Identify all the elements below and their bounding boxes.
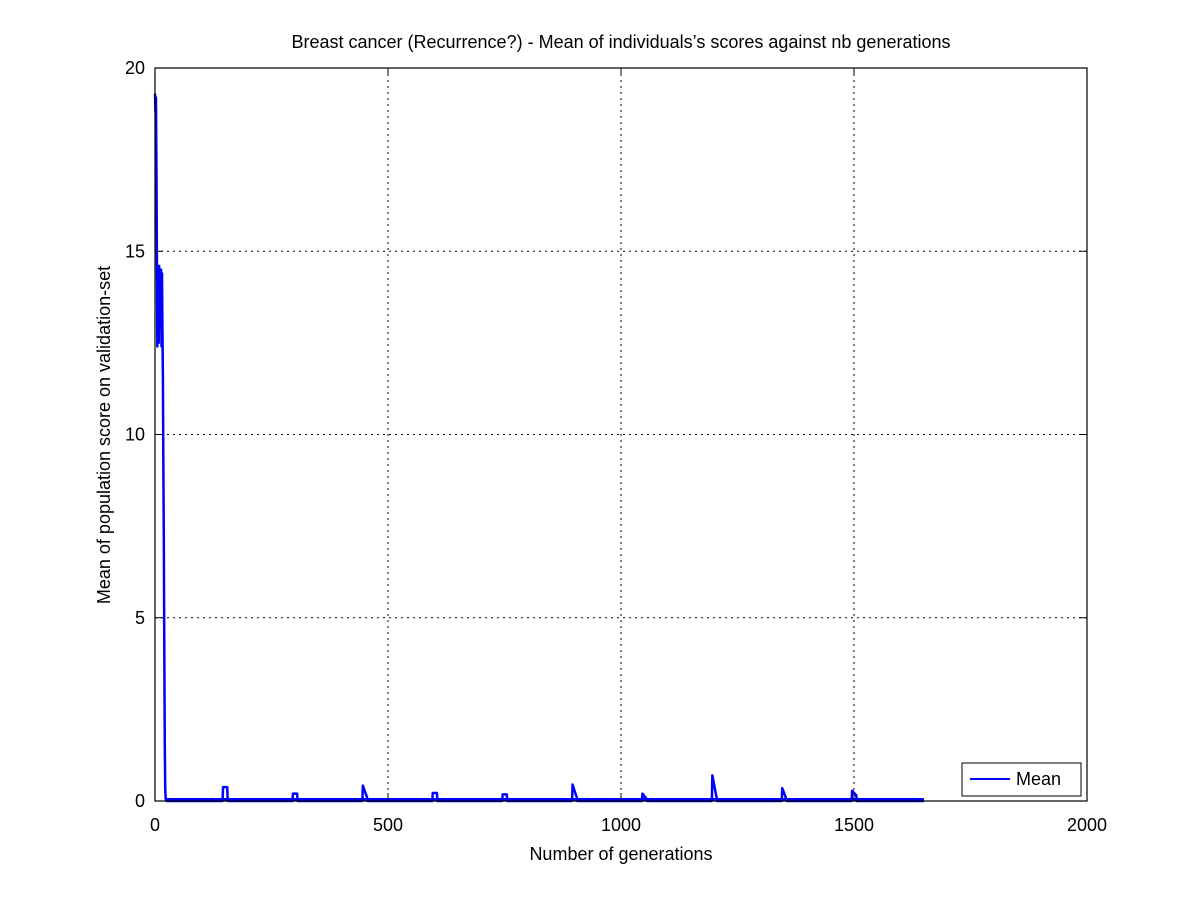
tick-marks [154,67,1088,802]
y-tick-label: 10 [125,425,145,445]
chart-title: Breast cancer (Recurrence?) - Mean of in… [291,32,950,52]
y-axis-title: Mean of population score on validation-s… [94,266,114,604]
x-axis-title: Number of generations [529,844,712,864]
y-tick-label: 5 [135,608,145,628]
x-tick-label: 0 [150,815,160,835]
x-tick-label: 2000 [1067,815,1107,835]
x-tick-label: 1500 [834,815,874,835]
y-tick-label: 15 [125,241,145,261]
x-tick-label: 1000 [601,815,641,835]
tick-labels: 0 500 1000 1500 2000 0 5 10 15 20 [125,58,1107,835]
legend-label-mean: Mean [1016,769,1061,789]
x-tick-label: 500 [373,815,403,835]
grid-lines [155,68,1087,801]
y-tick-label: 0 [135,791,145,811]
legend: Mean [961,762,1082,797]
y-tick-label: 20 [125,58,145,78]
